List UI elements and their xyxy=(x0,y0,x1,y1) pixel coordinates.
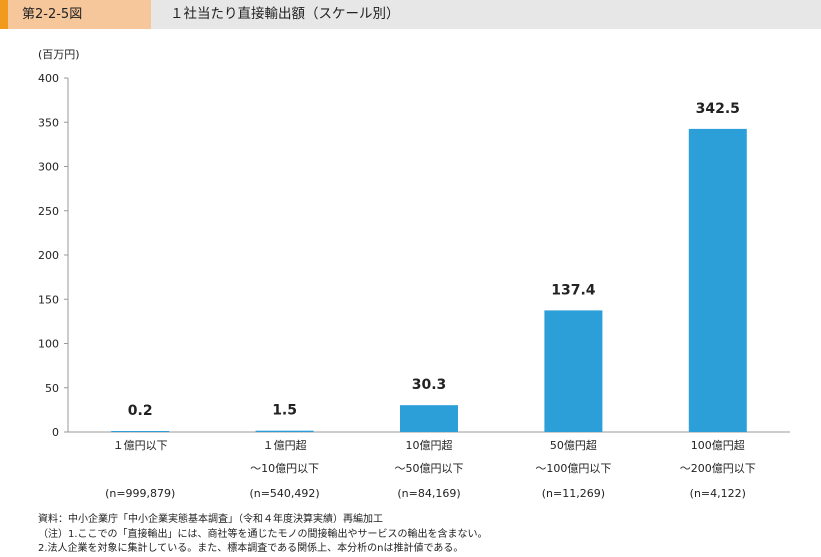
y-tick-label: 50 xyxy=(45,382,59,395)
header-accent-stripe xyxy=(0,0,8,29)
category-label: (n=84,169) xyxy=(397,487,460,500)
category-label: ～100億円以下 xyxy=(535,462,611,475)
category-label: １億円以下 xyxy=(113,439,168,452)
y-axis-unit-label: (百万円) xyxy=(38,48,80,61)
figure-number: 第2-2-5図 xyxy=(8,0,151,29)
figure-header: 第2-2-5図 １社当たり直接輸出額（スケール別） xyxy=(0,0,821,29)
data-label: 0.2 xyxy=(128,403,153,419)
bar-chart: 0 50 100 150 200 250 300 350 400 0.2 １億円以下 (n=999,8… xyxy=(38,72,790,500)
y-tick-label: 150 xyxy=(38,293,59,306)
category-label: (n=4,122) xyxy=(690,487,746,500)
data-label: 137.4 xyxy=(551,282,596,298)
category-label: (n=540,492) xyxy=(249,487,319,500)
category-label: 50億円超 xyxy=(550,438,597,452)
chart-notes: 資料：中小企業庁「中小企業実態基本調査」（令和４年度決算実績）再編加工 （注）1… xyxy=(38,513,488,557)
y-tick-label: 300 xyxy=(38,161,59,174)
y-tick-label: 0 xyxy=(52,426,59,439)
category-label: ～10億円以下 xyxy=(250,462,319,475)
note-2: 2.法人企業を対象に集計している。また、標本調査である関係上、本分析のnは推計値… xyxy=(38,543,464,554)
y-tick-label: 400 xyxy=(38,72,59,85)
category-label: (n=11,269) xyxy=(542,487,605,500)
bar xyxy=(255,430,314,432)
category-label: １億円超 xyxy=(263,438,307,452)
bar xyxy=(111,431,170,432)
figure-title: １社当たり直接輸出額（スケール別） xyxy=(170,6,400,22)
category-label: ～200億円以下 xyxy=(680,462,756,475)
bar xyxy=(544,310,603,432)
bar xyxy=(400,405,458,432)
bar xyxy=(688,128,747,432)
y-tick-label: 350 xyxy=(38,116,59,129)
y-tick-label: 250 xyxy=(38,205,59,218)
data-label: 30.3 xyxy=(412,377,447,393)
note-1: （注）1.ここでの「直接輸出」には、商社等を通じたモノの間接輸出やサービスの輸出… xyxy=(38,528,488,540)
category-label: ～50億円以下 xyxy=(395,462,464,475)
data-label: 342.5 xyxy=(696,101,740,117)
category-label: (n=999,879) xyxy=(105,487,175,500)
source-note: 資料：中小企業庁「中小企業実態基本調査」（令和４年度決算実績）再編加工 xyxy=(38,514,383,525)
category-label: 10億円超 xyxy=(406,438,453,452)
y-tick-label: 200 xyxy=(38,249,59,262)
y-tick-label: 100 xyxy=(38,338,59,351)
category-label: 100億円超 xyxy=(691,438,745,452)
data-label: 1.5 xyxy=(272,403,297,419)
